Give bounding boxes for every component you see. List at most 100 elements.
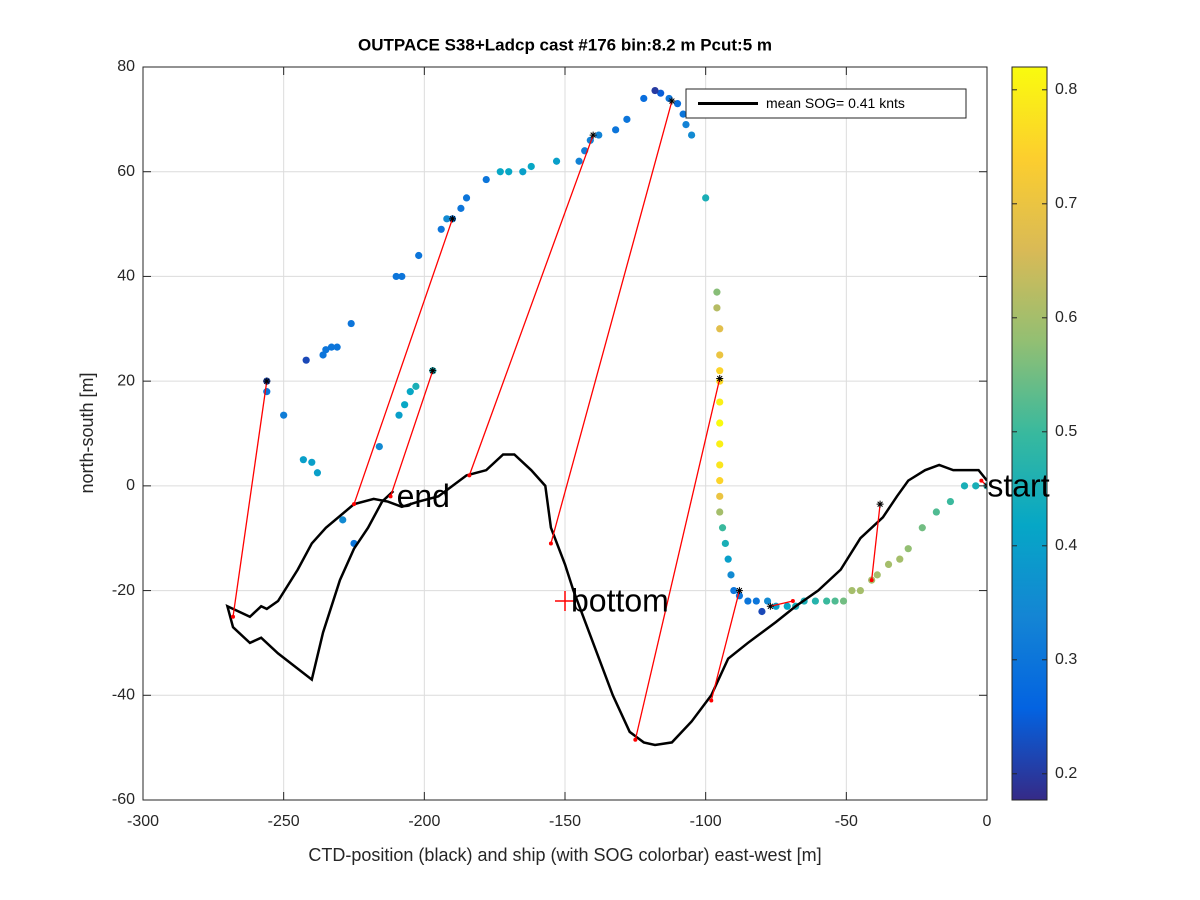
ship-star [448,215,456,223]
ship-point [716,351,724,359]
x-tick-label: -250 [268,813,300,830]
link-line [468,134,594,476]
x-tick-label: 0 [983,813,992,830]
ship-point [552,157,561,165]
ship-point [575,157,583,165]
ship-point [896,555,904,563]
legend: mean SOG= 0.41 knts [685,88,967,119]
ship-point [327,343,336,351]
link-line [770,600,794,607]
ship-point [299,456,307,464]
ship-star [668,97,676,105]
ship-point [716,461,724,469]
y-tick-label: 40 [117,268,135,285]
ship-point [496,168,504,176]
link-ctd-dot [388,494,393,499]
ship-point [412,382,420,390]
x-tick-label: -50 [835,813,858,830]
annotation: end [397,478,450,514]
link-ctd-dot [467,473,472,478]
ship-point [718,524,727,532]
ship-point [398,272,406,281]
chart-title: OUTPACE S38+Ladcp cast #176 bin:8.2 m Pc… [358,35,772,54]
ship-point [395,411,403,419]
link-line [710,590,741,701]
link-ctd-dot [548,541,553,546]
ship-point [727,571,735,579]
ship-point [752,597,760,605]
ship-point [972,482,980,490]
link-ctd-dot [979,478,984,483]
colorbar-ticks: 0.2 0.3 0.4 0.5 0.6 0.7 0.8 [1012,81,1077,782]
ship-point [744,597,752,605]
ship-point [640,94,648,103]
x-tick-label: -150 [549,813,581,830]
ship-point [437,225,445,233]
ship-star [716,375,724,383]
ship-point [960,482,969,490]
y-tick-label: 80 [117,58,135,75]
ship-star [876,500,884,508]
ship-point [716,492,724,500]
ship-point [848,586,856,595]
ship-point [724,555,732,563]
link-line [550,100,673,544]
ship-point [657,89,665,97]
ship-point [505,168,513,176]
ship-point [946,497,955,506]
ship-star [429,367,437,375]
link-ctd-dot [231,614,236,619]
ship-point [716,508,724,516]
y-tick-label: -40 [112,687,135,704]
ship-point [302,356,310,364]
annotation-marker [555,591,575,612]
colorbar-tick-label: 0.7 [1055,195,1077,212]
ship-point [716,398,724,406]
y-tick-label: -20 [112,582,135,599]
ship-point [519,168,527,176]
ship-point [716,477,724,485]
ship-point [406,388,414,396]
ship-point [679,110,687,118]
ship-point [763,597,772,605]
link-ctd-dot [709,698,714,703]
ship-point [918,524,926,532]
ship-point [401,401,409,409]
ship-point [884,560,893,568]
ship-point [319,351,327,359]
colorbar-tick-label: 0.3 [1055,651,1077,668]
ship-point [856,586,865,595]
link-line [389,370,434,497]
ship-point [415,251,423,260]
ship-point [783,602,791,610]
ship-point [333,343,341,351]
ship-point [375,442,383,451]
colorbar-tick-label: 0.4 [1055,537,1077,554]
ship-star [735,587,743,595]
ticks: -300 -250 -200 -150 -100 -50 0-60-40-200204060… [112,58,992,830]
ship-point [713,304,721,312]
link-ctd-dot [790,599,795,604]
colorbar-tick-label: 0.6 [1055,309,1077,326]
x-axis-label: CTD-position (black) and ship (with SOG … [308,845,821,865]
ship-point [673,100,682,108]
ship-point [831,597,839,605]
ship-point [716,367,724,375]
link-line [353,218,454,505]
link-line [232,381,268,617]
ship-point [730,586,738,595]
ship-point [873,571,881,579]
ship-point [823,597,831,605]
ship-point [263,388,271,396]
link-line [871,504,881,581]
ship-star [766,602,774,610]
ship-point [713,288,721,296]
link-ctd-dot [352,502,356,507]
y-tick-label: 20 [117,372,135,389]
ship-point [313,469,322,477]
x-tick-label: -300 [127,813,159,830]
ship-point [457,204,465,212]
x-tick-label: -100 [690,813,722,830]
ship-star [263,377,271,385]
ship-point [482,175,490,184]
